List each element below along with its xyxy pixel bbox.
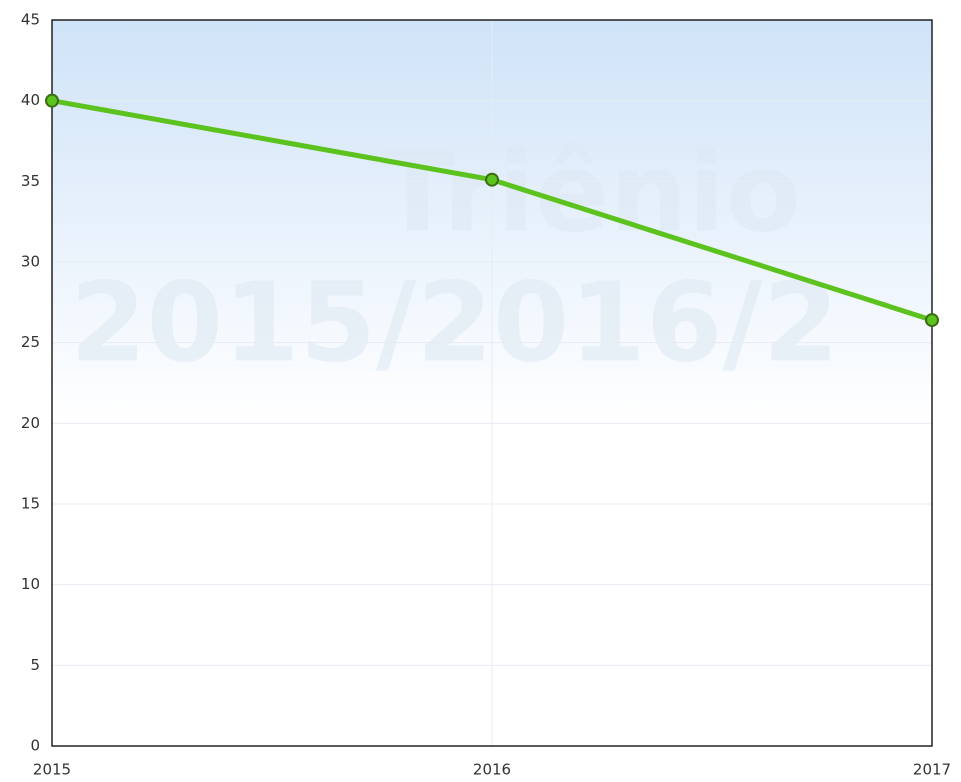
point bbox=[925, 313, 939, 328]
y-tick-label: 35 bbox=[21, 172, 40, 190]
plot-border bbox=[51, 19, 933, 747]
point bbox=[45, 93, 59, 108]
y-tick-label: 5 bbox=[30, 656, 40, 674]
point bbox=[485, 172, 499, 187]
y-tick-label: 25 bbox=[21, 333, 40, 351]
y-tick-label: 30 bbox=[21, 253, 40, 271]
y-tick-label: 15 bbox=[21, 495, 40, 513]
x-tick-label: 2016 bbox=[473, 761, 511, 779]
y-tick-label: 10 bbox=[21, 575, 40, 593]
x-tick-label: 2015 bbox=[33, 761, 71, 779]
watermark: 2015/2016/2 bbox=[70, 258, 839, 386]
y-tick-label: 40 bbox=[21, 91, 40, 109]
y-tick-label: 45 bbox=[21, 11, 40, 29]
y-tick-label: 0 bbox=[30, 737, 40, 755]
y-tick-label: 20 bbox=[21, 414, 40, 432]
watermark: Triênio bbox=[380, 128, 801, 256]
x-tick-label: 2017 bbox=[913, 761, 951, 779]
